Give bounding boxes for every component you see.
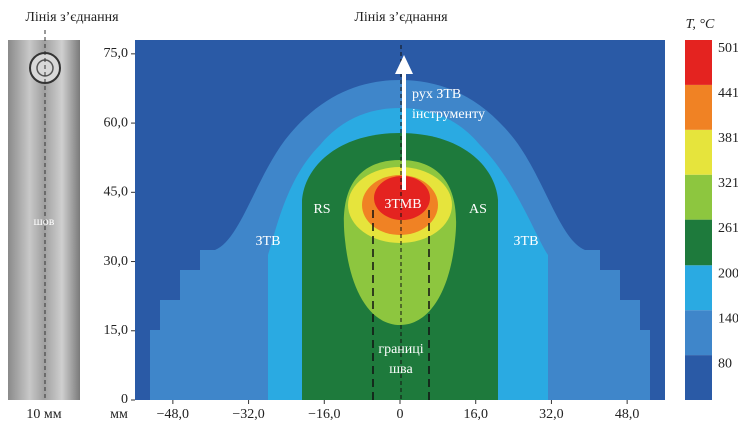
colorbar-label: 321 bbox=[718, 176, 738, 191]
photo: Лінія з’єднання шов 10 мм bbox=[8, 10, 119, 422]
x-tick-label: −48,0 bbox=[157, 407, 189, 422]
x-tick-label: 0 bbox=[397, 407, 404, 422]
y-tick-label: 0 bbox=[121, 392, 128, 407]
colorbar-band bbox=[685, 265, 712, 310]
photo-title: Лінія з’єднання bbox=[25, 10, 119, 25]
colorbar-band bbox=[685, 175, 712, 220]
y-tick-label: 45,0 bbox=[104, 185, 129, 200]
colorbar-band bbox=[685, 355, 712, 400]
colorbar-band bbox=[685, 310, 712, 355]
x-tick-label: −16,0 bbox=[308, 407, 340, 422]
annotation: шва bbox=[389, 362, 413, 377]
colorbar-label: 501 bbox=[718, 41, 738, 56]
colorbar-label: 381 bbox=[718, 131, 738, 146]
annotation: границі bbox=[378, 342, 423, 357]
figure: Лінія з’єднання шов 10 мм Лінія з’єднанн… bbox=[0, 0, 738, 431]
x-tick-label: 32,0 bbox=[539, 407, 564, 422]
x-unit: мм bbox=[110, 407, 128, 422]
seam-label: шов bbox=[34, 214, 55, 228]
x-tick-label: −32,0 bbox=[232, 407, 264, 422]
annotation: AS bbox=[469, 202, 487, 217]
y-tick-label: 75,0 bbox=[104, 46, 129, 61]
annotation: інструменту bbox=[412, 107, 485, 122]
colorbar-label: 140 bbox=[718, 311, 738, 326]
annotation: ЗТВ bbox=[514, 234, 539, 249]
colorbar-band bbox=[685, 40, 712, 85]
colorbar-band bbox=[685, 130, 712, 175]
annotation: ЗТМВ bbox=[384, 197, 421, 212]
annotation: ЗТВ bbox=[256, 234, 281, 249]
colorbar-label: 261 bbox=[718, 221, 738, 236]
annotation: RS bbox=[313, 202, 330, 217]
scale-label: 10 мм bbox=[26, 407, 61, 422]
colorbar-label: 441 bbox=[718, 86, 738, 101]
y-tick-label: 15,0 bbox=[104, 323, 129, 338]
y-tick-label: 30,0 bbox=[104, 254, 129, 269]
y-tick-label: 60,0 bbox=[104, 115, 129, 130]
colorbar-label: 80 bbox=[718, 356, 732, 371]
colorbar-band bbox=[685, 220, 712, 266]
colorbar-label: 200 bbox=[718, 266, 738, 281]
annotation: рух ЗТВ bbox=[412, 87, 461, 102]
colorbar-band bbox=[685, 85, 712, 130]
colorbar-title: T, °C bbox=[686, 17, 715, 32]
chart-title: Лінія з’єднання bbox=[354, 10, 448, 25]
x-tick-label: 48,0 bbox=[615, 407, 640, 422]
x-tick-label: 16,0 bbox=[463, 407, 488, 422]
